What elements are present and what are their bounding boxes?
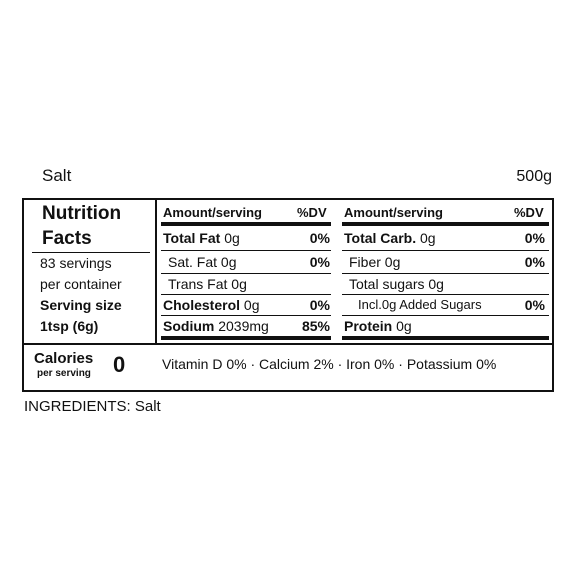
header-rule-left bbox=[161, 222, 331, 226]
fiber-dv: 0% bbox=[524, 254, 545, 270]
servings-count: 83 servings bbox=[40, 255, 112, 271]
header-rule-right bbox=[342, 222, 549, 226]
footer-rule-right bbox=[342, 336, 549, 340]
row-rule bbox=[161, 273, 331, 274]
row-rule bbox=[342, 315, 549, 316]
added-sugars-dv: 0% bbox=[524, 297, 545, 313]
added-sugars-row: Incl.0g Added Sugars bbox=[358, 297, 482, 312]
row-rule bbox=[342, 273, 549, 274]
vitamins-minerals: Vitamin D 0% · Calcium 2% · Iron 0% · Po… bbox=[162, 356, 497, 372]
row-rule bbox=[161, 294, 331, 295]
footer-rule-left bbox=[161, 336, 331, 340]
panel-bottom-divider bbox=[22, 343, 554, 345]
nutrition-facts-panel bbox=[22, 198, 554, 392]
panel-vertical-divider bbox=[155, 198, 157, 343]
total-fat-dv: 0% bbox=[309, 230, 330, 246]
total-carb-row: Total Carb. 0g bbox=[344, 230, 436, 246]
trans-fat-row: Trans Fat 0g bbox=[168, 276, 247, 292]
calories-label: Calories bbox=[34, 350, 94, 367]
amount-header-right: Amount/serving bbox=[344, 205, 443, 220]
sat-fat-dv: 0% bbox=[309, 254, 330, 270]
dv-header-left: %DV bbox=[297, 205, 327, 220]
total-fat-row: Total Fat 0g bbox=[163, 230, 240, 246]
amount-header-left: Amount/serving bbox=[163, 205, 262, 220]
per-container: per container bbox=[40, 276, 122, 292]
row-rule bbox=[161, 315, 331, 316]
sat-fat-row: Sat. Fat 0g bbox=[168, 254, 237, 270]
net-weight: 500g bbox=[516, 168, 552, 185]
serving-size-value: 1tsp (6g) bbox=[40, 318, 99, 334]
product-name: Salt bbox=[42, 166, 72, 185]
ingredients: INGREDIENTS: Salt bbox=[24, 398, 161, 415]
serving-size-label: Serving size bbox=[40, 297, 122, 313]
sodium-row: Sodium 2039mg bbox=[163, 318, 269, 334]
calories-value: 0 bbox=[113, 352, 126, 377]
row-rule bbox=[342, 294, 549, 295]
cholesterol-row: Cholesterol 0g bbox=[163, 297, 260, 313]
protein-row: Protein 0g bbox=[344, 318, 412, 334]
total-carb-dv: 0% bbox=[524, 230, 545, 246]
row-rule bbox=[161, 250, 331, 251]
calories-per-serving: per serving bbox=[37, 368, 91, 379]
nutrition-title: Nutrition bbox=[42, 203, 122, 224]
row-rule bbox=[342, 250, 549, 251]
facts-title: Facts bbox=[42, 228, 92, 249]
fiber-row: Fiber 0g bbox=[349, 254, 401, 270]
side-divider bbox=[32, 252, 150, 253]
dv-header-right: %DV bbox=[514, 205, 544, 220]
cholesterol-dv: 0% bbox=[309, 297, 330, 313]
sodium-dv: 85% bbox=[301, 318, 330, 334]
total-sugars-row: Total sugars 0g bbox=[349, 276, 444, 292]
